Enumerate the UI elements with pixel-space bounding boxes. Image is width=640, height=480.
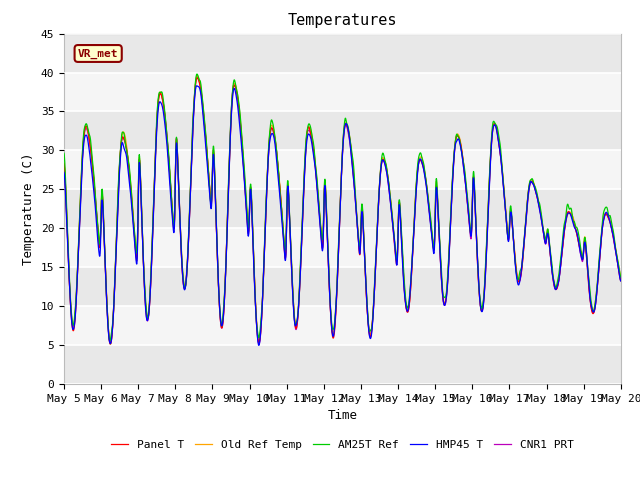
AM25T Ref [60,150,68,156]
Bar [64,34,621,72]
Y-axis label: Temperature (C): Temperature (C) [22,153,35,265]
Old Ref Temp [193,73,201,79]
Panel T [359,217,367,223]
Old Ref Temp [505,236,513,241]
CNR1 PRT [505,237,513,243]
Old Ref Temp [60,160,68,166]
AM25T Ref [216,305,223,311]
HMP45 T [584,264,591,269]
Title: Temperatures: Temperatures [287,13,397,28]
Bar [64,72,621,111]
Bar [64,189,621,228]
Line: CNR1 PRT: CNR1 PRT [64,77,621,344]
Text: VR_met: VR_met [78,48,118,59]
Bar [64,306,621,345]
HMP45 T [505,239,513,244]
Panel T [216,309,223,314]
HMP45 T [255,342,262,348]
CNR1 PRT [617,276,625,282]
AM25T Ref [584,264,591,269]
AM25T Ref [106,338,114,344]
HMP45 T [216,302,223,308]
Line: Old Ref Temp: Old Ref Temp [64,76,621,344]
CNR1 PRT [193,74,201,80]
Panel T [568,215,576,220]
HMP45 T [60,169,68,175]
HMP45 T [193,83,201,89]
AM25T Ref [371,270,379,276]
Bar [64,111,621,150]
Legend: Panel T, Old Ref Temp, AM25T Ref, HMP45 T, CNR1 PRT: Panel T, Old Ref Temp, AM25T Ref, HMP45 … [107,435,578,454]
Bar [64,345,621,384]
Bar [64,228,621,267]
CNR1 PRT [60,164,68,170]
Line: HMP45 T: HMP45 T [64,86,621,345]
Old Ref Temp [216,308,223,313]
Old Ref Temp [107,341,115,347]
Line: AM25T Ref: AM25T Ref [64,74,621,341]
HMP45 T [568,216,576,222]
HMP45 T [371,275,379,281]
CNR1 PRT [255,341,263,347]
Panel T [60,161,68,167]
Line: Panel T: Panel T [64,78,621,344]
CNR1 PRT [568,212,576,218]
HMP45 T [617,278,625,284]
Panel T [371,276,379,282]
CNR1 PRT [216,304,223,310]
Bar [64,150,621,189]
AM25T Ref [568,211,576,216]
Panel T [505,236,513,242]
Old Ref Temp [371,273,379,279]
AM25T Ref [359,212,367,218]
AM25T Ref [193,71,201,77]
AM25T Ref [505,235,513,240]
CNR1 PRT [371,276,379,282]
Old Ref Temp [359,215,367,221]
Old Ref Temp [584,263,591,268]
Panel T [107,341,115,347]
CNR1 PRT [584,267,591,273]
Panel T [617,278,625,284]
X-axis label: Time: Time [328,409,357,422]
Old Ref Temp [617,273,625,278]
Old Ref Temp [568,212,576,217]
Panel T [193,75,201,81]
HMP45 T [359,219,367,225]
Bar [64,267,621,306]
Panel T [584,267,591,273]
CNR1 PRT [359,215,367,221]
AM25T Ref [617,274,625,280]
